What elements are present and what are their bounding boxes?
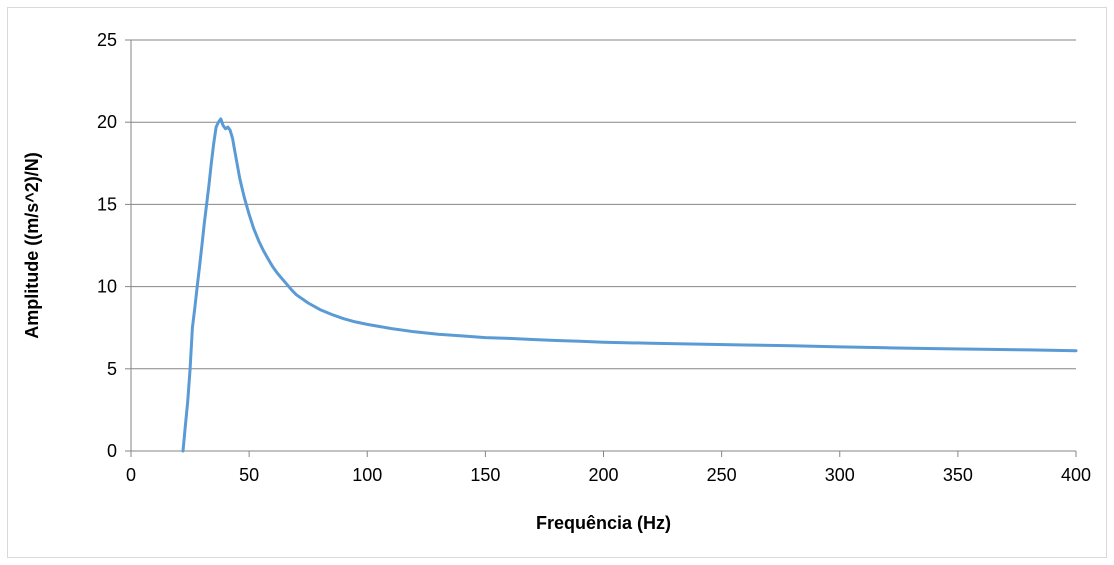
series-line-0 [181, 117, 1078, 453]
gridlines [131, 39, 1076, 370]
y-tick-label: 20 [97, 112, 117, 132]
chart-area [7, 7, 1107, 558]
y-tick-label: 0 [107, 441, 117, 461]
x-axis-title: Frequência (Hz) [536, 513, 671, 533]
x-tick-label: 300 [825, 465, 855, 485]
x-tick-label: 350 [943, 465, 973, 485]
y-tick-label: 10 [97, 277, 117, 297]
x-tick-label: 0 [126, 465, 136, 485]
y-axis-title: Amplitude ((m/s^2)/N) [22, 152, 42, 339]
x-tick-label: 250 [707, 465, 737, 485]
y-tick-label: 5 [107, 359, 117, 379]
y-tick-label: 25 [97, 30, 117, 50]
x-tick-label: 100 [352, 465, 382, 485]
y-tick-label: 15 [97, 194, 117, 214]
x-tick-label: 400 [1061, 465, 1091, 485]
x-tick-label: 50 [239, 465, 259, 485]
x-tick-label: 150 [470, 465, 500, 485]
x-tick-label: 200 [588, 465, 618, 485]
axes [125, 39, 1077, 457]
series-group [181, 117, 1078, 453]
